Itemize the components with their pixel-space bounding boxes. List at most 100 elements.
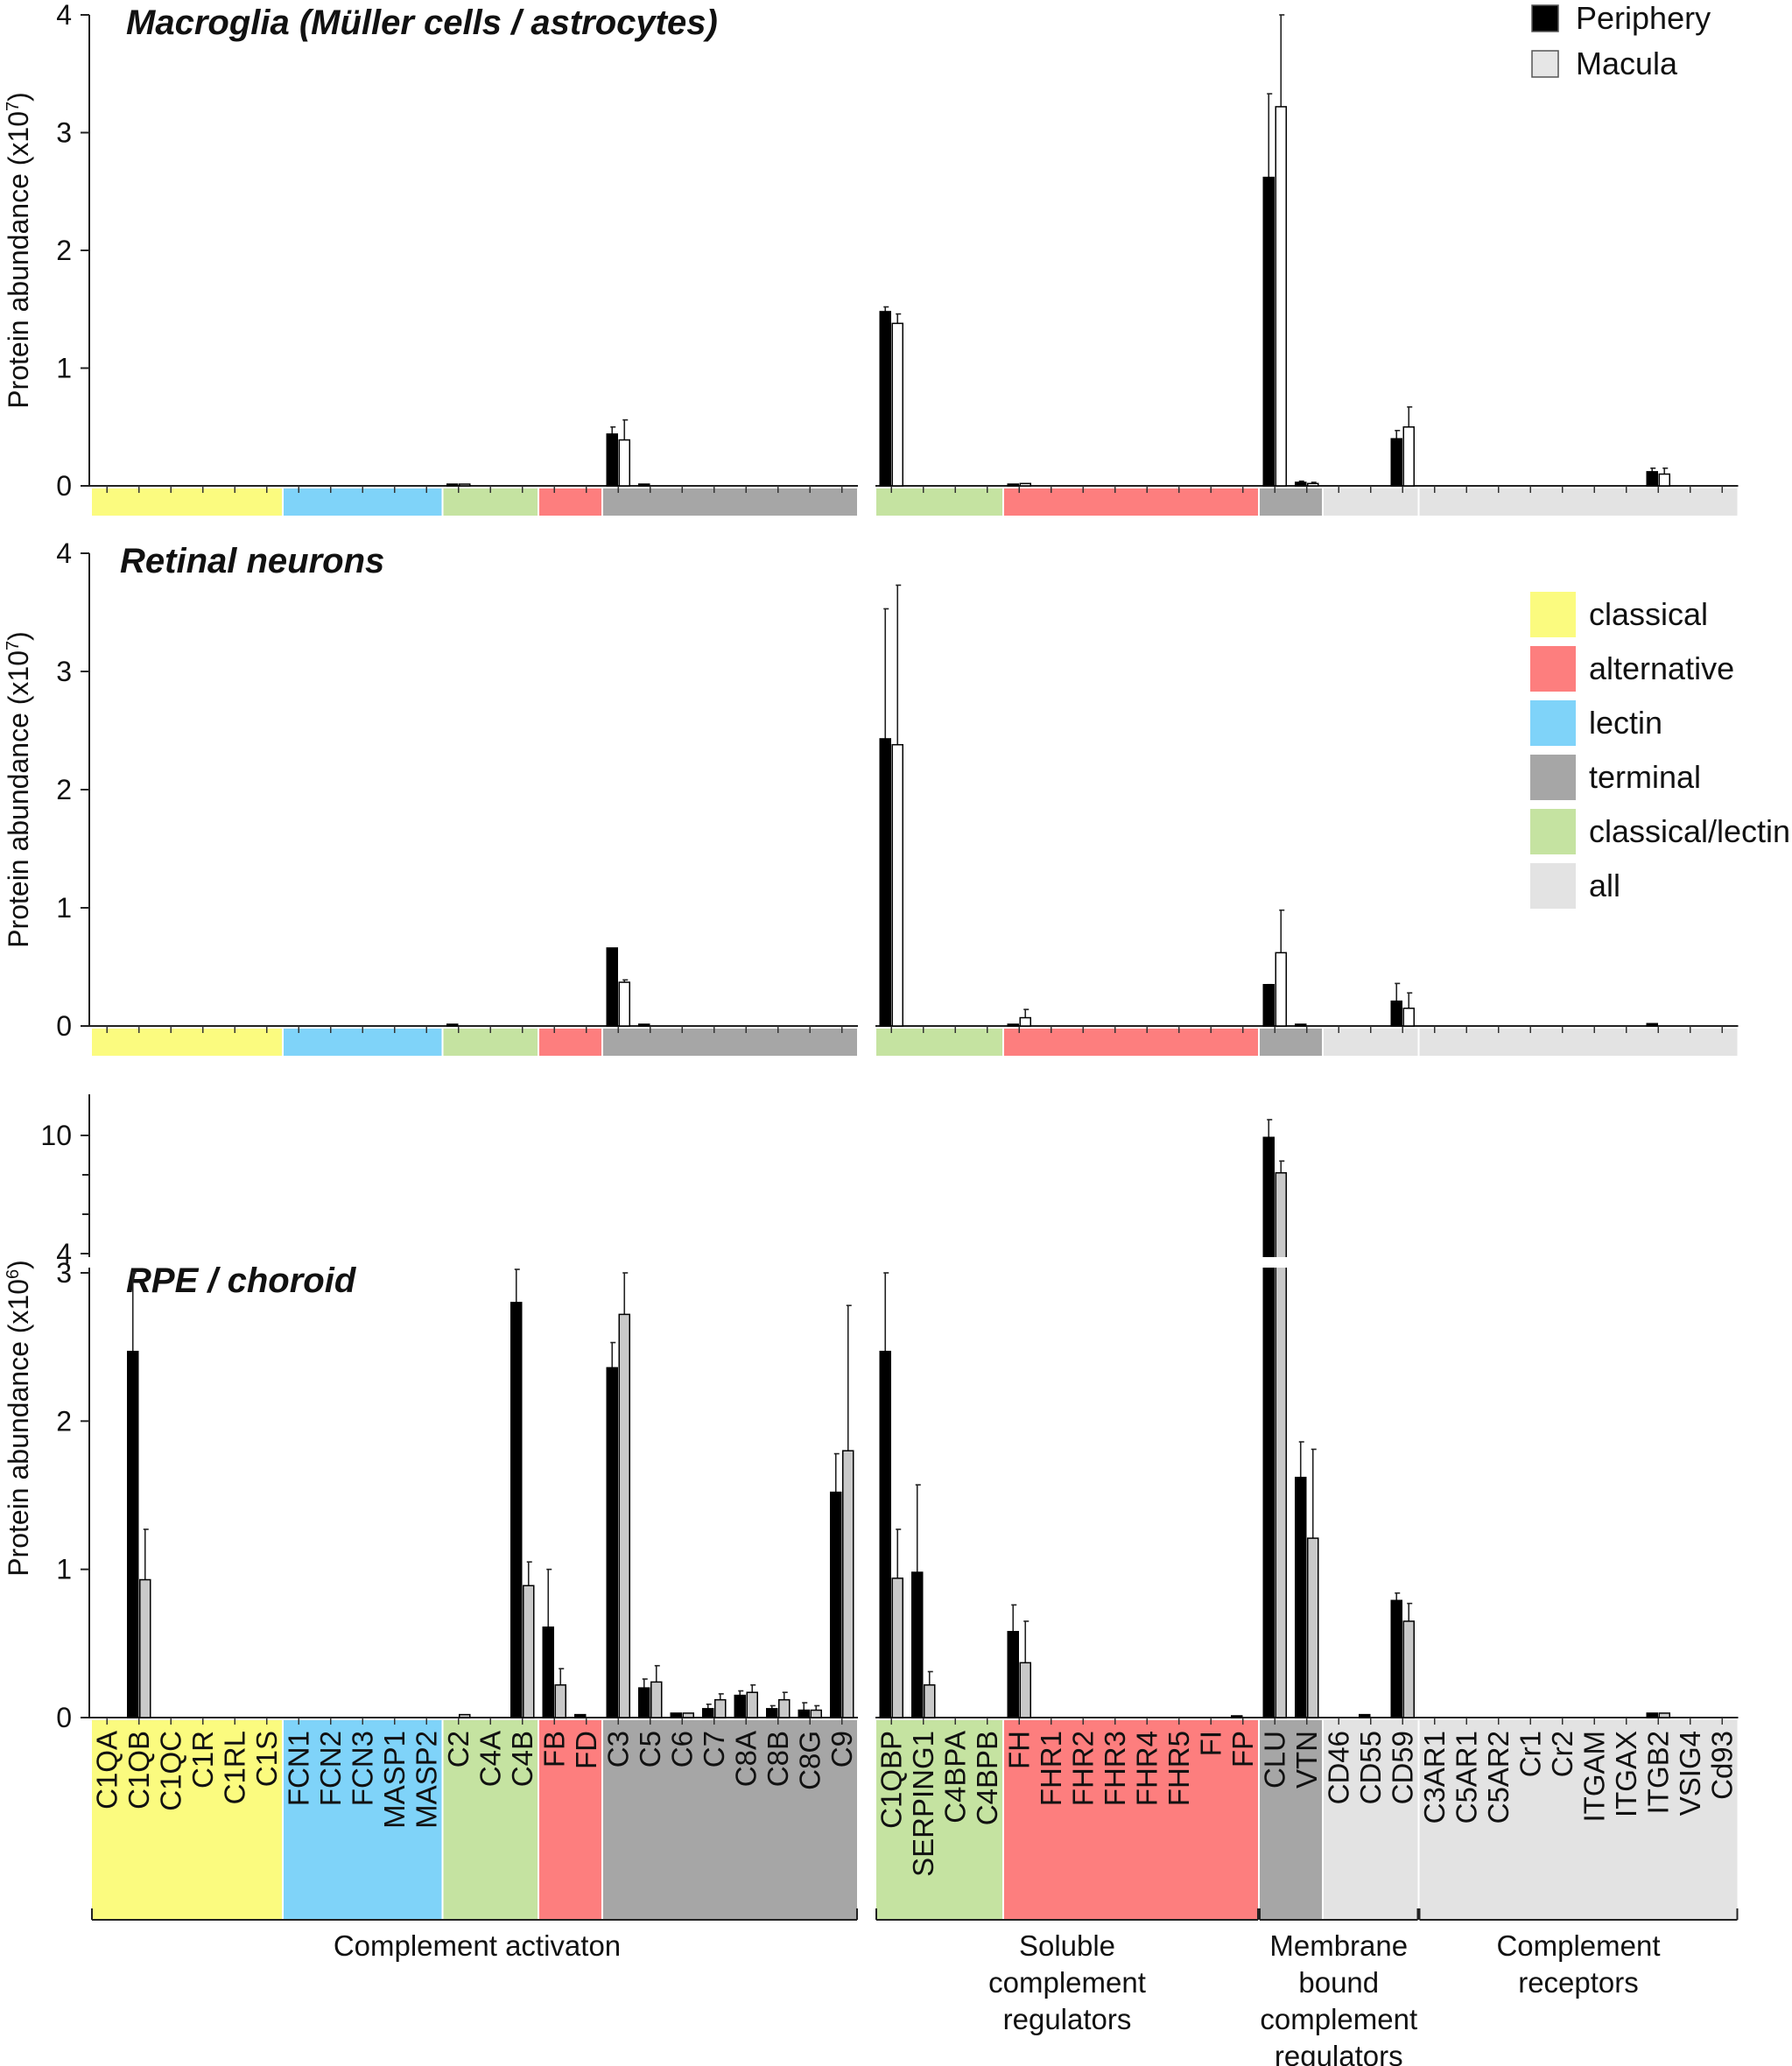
gene-label-c4bpa: C4BPA [938,1731,971,1824]
panel-3-bar-macula-c8a [746,1691,758,1718]
panel-2-bar-periphery-c2 [446,1023,459,1027]
gene-label-c5: C5 [634,1731,666,1767]
panel-3-y-tick-label: 10 [40,1120,72,1151]
panel-3-bar-macula-cd59 [1402,1620,1415,1718]
gene-label-masp2: MASP2 [410,1731,442,1829]
panel-1-bar-macula-vtn [1307,482,1319,487]
panel-1-strip-classical-lectin [876,488,1002,516]
gene-label-cr2: Cr2 [1546,1731,1578,1777]
gene-label-fb: FB [538,1731,570,1767]
legend-label-macula: Macula [1576,46,1678,81]
gene-label-fcn2: FCN2 [314,1731,347,1806]
gene-label-c7: C7 [698,1731,730,1767]
category-label-3: Membrane bound complement regulators [1260,1929,1417,2066]
gene-label-fhr1: FHR1 [1035,1731,1067,1806]
panel-2-strip-alternative [1004,1029,1258,1056]
gene-label-c4a: C4A [474,1731,506,1787]
gene-label-c6: C6 [665,1731,698,1767]
panel-3-bar-macula-fh [1019,1662,1031,1718]
panel-1-bar-periphery-c3 [606,433,618,487]
panel-3-bar-periphery-serping1 [911,1571,924,1718]
panel-2-bar-periphery-clu [1262,984,1275,1027]
gene-label-fhr2: FHR2 [1066,1731,1099,1806]
panel-3-bar-periphery-cd55 [1359,1713,1371,1718]
panel-1-bar-periphery-c2 [446,483,459,487]
panel-2-bar-periphery-fh [1007,1023,1019,1027]
panel-1-y-tick-label: 0 [56,470,72,502]
gene-label-masp1: MASP1 [378,1731,411,1829]
panel-1-bar-periphery-vtn [1295,481,1307,487]
panel-1-title: Macroglia (Müller cells / astrocytes) [126,4,718,42]
panel-1-strip-alternative [1004,488,1258,516]
panel-1-bar-periphery-c5 [638,483,650,487]
panel-3-bar-macula-c5 [650,1681,663,1718]
panel-1-strip-all [1419,488,1738,516]
panel-3-strip-terminal [1260,1720,1322,1920]
gene-label-cd55: CD55 [1354,1731,1387,1804]
panel-3-strip-alternative [1004,1720,1258,1920]
panel-3-bar-periphery-cd59 [1390,1599,1402,1718]
gene-label-fp: FP [1226,1731,1259,1767]
panel-1-y-tick-label: 2 [56,235,72,266]
panel-3-bar-periphery-c7 [702,1708,714,1718]
panel-1-y-label: Protein abundance (x107) [3,92,34,409]
panel-1-bar-macula-cd59 [1402,426,1415,487]
panel-1-strip-lectin [284,488,442,516]
gene-label-c9: C9 [826,1731,858,1767]
panel-3-bar-macula-vtn [1307,1537,1319,1718]
gene-label-cr1: Cr1 [1514,1731,1546,1777]
gene-label-c8b: C8B [762,1731,794,1787]
panel-2-y-tick-label: 4 [56,538,72,569]
gene-label-c1qa: C1QA [90,1731,123,1810]
panel-3-strip-lectin [284,1720,442,1920]
legend-label-classical-lectin: classical/lectin [1589,813,1790,849]
panel-1-strip-classical [92,488,282,516]
legend-label-periphery: Periphery [1576,0,1711,36]
legend-label-lectin: lectin [1589,705,1662,741]
panel-3-y-label: Protein abundance (x106) [3,1260,34,1577]
legend-swatch-periphery [1531,4,1559,32]
gene-label-c1rl: C1RL [218,1731,250,1804]
panel-1-bar-periphery-fh [1007,483,1019,487]
panel-1-bar-macula-c2 [459,483,471,487]
panel-1-bar-periphery-cd59 [1390,438,1402,487]
panel-3-bar-periphery-c9 [830,1491,842,1718]
legend-swatch-terminal [1530,755,1576,800]
panel-3-strip-classical-lectin [876,1720,1002,1920]
panel-3-bar-macula-c9 [842,1450,854,1718]
category-label-4: Complement receptors [1496,1929,1660,1999]
panel-3-y-tick-label: 0 [56,1702,72,1733]
gene-label-c5ar1: C5AR1 [1450,1731,1482,1824]
panel-3-bar-periphery-c1qb [127,1350,139,1718]
gene-label-c1qc: C1QC [154,1731,186,1811]
panel-3-strip-all [1419,1720,1738,1920]
legend-label-all: all [1589,868,1620,903]
legend-swatch-classical [1530,592,1576,637]
panel-3-bar-periphery-c5 [638,1687,650,1718]
legend-swatch-alternative [1530,646,1576,692]
gene-label-itgb2: ITGB2 [1641,1731,1674,1814]
gene-label-cd93: Cd93 [1705,1731,1738,1800]
panel-3-bar-periphery-clu [1262,1136,1275,1718]
panel-3-bar-periphery-c8b [766,1708,778,1718]
panel-3-axis-break [84,1257,96,1268]
gene-label-fhr3: FHR3 [1099,1731,1131,1806]
panel-1-strip-all [1324,488,1418,516]
gene-label-clu: CLU [1258,1731,1290,1788]
category-label-2: Soluble complement regulators [988,1929,1146,2035]
panel-3-bar-periphery-c3 [606,1367,618,1718]
panel-3-strip-classical-lectin [443,1720,538,1920]
panel-3-bar-macula-c8g [810,1709,822,1718]
panel-3-bar-periphery-fb [542,1626,554,1718]
gene-label-c5ar2: C5AR2 [1482,1731,1514,1824]
gene-label-c8a: C8A [729,1731,762,1787]
panel-1-y-tick-label: 4 [56,0,72,31]
panel-1-strip-terminal [603,488,857,516]
panel-3-bar-macula-c7 [714,1698,727,1718]
panel-3-bar-macula-c6 [682,1712,694,1718]
panel-2-bar-periphery-c1qbp [879,738,891,1027]
panel-2-strip-lectin [284,1029,442,1056]
panel-3-bar-macula-serping1 [924,1683,936,1718]
panel-3-y-tick-label: 1 [56,1554,72,1585]
